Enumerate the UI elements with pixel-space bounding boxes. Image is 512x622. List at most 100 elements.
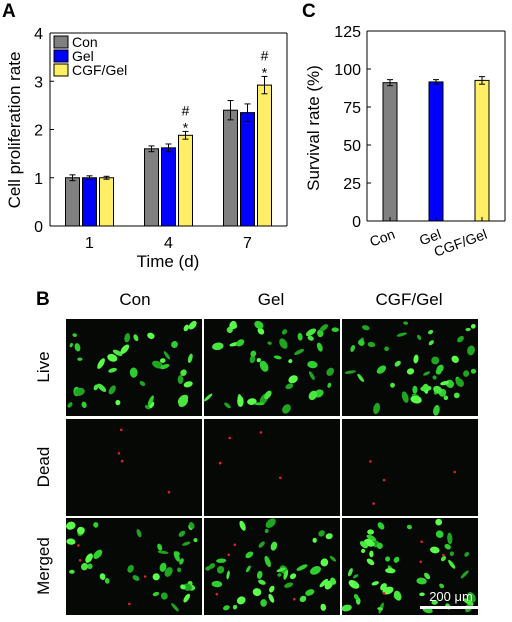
live-cell xyxy=(433,404,440,416)
live-cell xyxy=(467,592,476,603)
live-cell xyxy=(436,364,444,373)
live-cell xyxy=(424,572,431,580)
live-cell xyxy=(77,526,85,535)
live-cell xyxy=(401,391,409,403)
live-cell xyxy=(232,604,238,610)
live-cell xyxy=(258,579,266,585)
live-cell xyxy=(320,558,329,567)
live-cell xyxy=(320,603,327,611)
chart-a-significance-mark: # xyxy=(261,47,269,63)
scale-bar xyxy=(420,606,482,609)
dead-cell xyxy=(233,543,237,547)
dead-cell xyxy=(117,452,121,455)
live-cell xyxy=(236,596,246,605)
live-cell xyxy=(385,556,391,562)
live-cell xyxy=(299,595,307,603)
live-cell xyxy=(423,371,431,376)
live-cell xyxy=(180,584,186,590)
chart-c-bar xyxy=(382,82,398,222)
live-cell xyxy=(226,570,230,580)
live-cell xyxy=(203,393,213,402)
chart-c-x-tick-label: CGF/Gel xyxy=(432,226,489,260)
live-cell xyxy=(108,385,116,395)
row-label-merged: Merged xyxy=(34,537,53,595)
live-cell xyxy=(160,592,168,600)
live-cell xyxy=(282,404,291,414)
live-cell xyxy=(87,563,93,570)
live-cell xyxy=(353,594,359,600)
live-cell xyxy=(270,541,278,551)
live-cell xyxy=(443,395,449,401)
chart-c-y-tick-label: 50 xyxy=(343,138,361,155)
live-cell xyxy=(264,390,272,400)
live-cell xyxy=(163,351,171,360)
live-cell xyxy=(164,567,173,577)
live-cell xyxy=(440,555,447,562)
live-cell xyxy=(463,598,474,606)
live-cell xyxy=(289,573,297,580)
live-cell xyxy=(430,546,440,554)
dead-cell xyxy=(259,431,263,434)
dead-cell xyxy=(120,459,124,463)
chart-c-y-tick-label: 25 xyxy=(343,176,361,193)
chart-a-bar xyxy=(223,109,238,227)
dead-cell xyxy=(128,602,131,606)
live-cell xyxy=(254,402,265,406)
panel-letter-c: C xyxy=(302,1,316,22)
live-cell xyxy=(325,533,333,540)
dead-cell xyxy=(382,478,386,482)
live-cell xyxy=(470,323,476,329)
live-cell xyxy=(316,342,323,352)
live-cell xyxy=(66,521,76,530)
live-cell xyxy=(93,549,103,559)
chart-c-y-tick-label: 125 xyxy=(334,24,361,41)
proliferation-chart: Cell proliferation rate Time (d) 0 1 2 3 4 1 4… xyxy=(5,26,288,271)
live-cell xyxy=(245,551,254,559)
live-cell xyxy=(177,375,184,384)
live-cell xyxy=(312,537,317,543)
dead-cell xyxy=(279,476,282,480)
live-cell xyxy=(327,382,332,388)
live-cell xyxy=(171,341,178,348)
live-cell xyxy=(139,380,146,387)
live-cell xyxy=(305,328,317,337)
live-cell xyxy=(212,342,224,351)
live-cell xyxy=(157,550,169,554)
live-cell xyxy=(276,567,286,573)
live-cell xyxy=(326,367,334,376)
dead-cell xyxy=(293,597,296,601)
live-cell xyxy=(347,568,353,577)
live-cell xyxy=(252,588,262,597)
live-cell xyxy=(69,569,75,574)
live-cell xyxy=(460,570,469,579)
live-cell xyxy=(259,360,269,372)
panel-letter-a: A xyxy=(2,1,16,22)
live-cell xyxy=(264,555,271,568)
chart-a-legend-label: Gel xyxy=(72,48,94,64)
live-cell xyxy=(294,348,305,355)
live-cell xyxy=(124,333,131,343)
live-cell xyxy=(384,346,389,352)
live-cell xyxy=(189,522,195,529)
live-cell xyxy=(455,378,464,387)
live-cell xyxy=(81,562,88,571)
live-cell xyxy=(377,607,383,611)
live-cell xyxy=(412,385,418,394)
live-cell xyxy=(247,398,257,405)
live-cell xyxy=(390,382,395,388)
live-cell xyxy=(179,558,184,565)
live-cell xyxy=(417,334,422,340)
live-cell xyxy=(224,402,231,409)
live-cell xyxy=(416,577,427,585)
live-cell xyxy=(120,344,130,354)
live-cell xyxy=(144,405,150,410)
scale-bar-label: 200 μm xyxy=(429,589,473,604)
live-cell xyxy=(193,538,198,543)
live-cell xyxy=(465,327,471,332)
live-cell xyxy=(371,581,379,586)
live-cell xyxy=(285,383,294,390)
row-label-live: Live xyxy=(34,351,53,382)
live-cell xyxy=(319,324,329,332)
live-cell xyxy=(177,567,182,573)
live-cell xyxy=(187,353,193,363)
